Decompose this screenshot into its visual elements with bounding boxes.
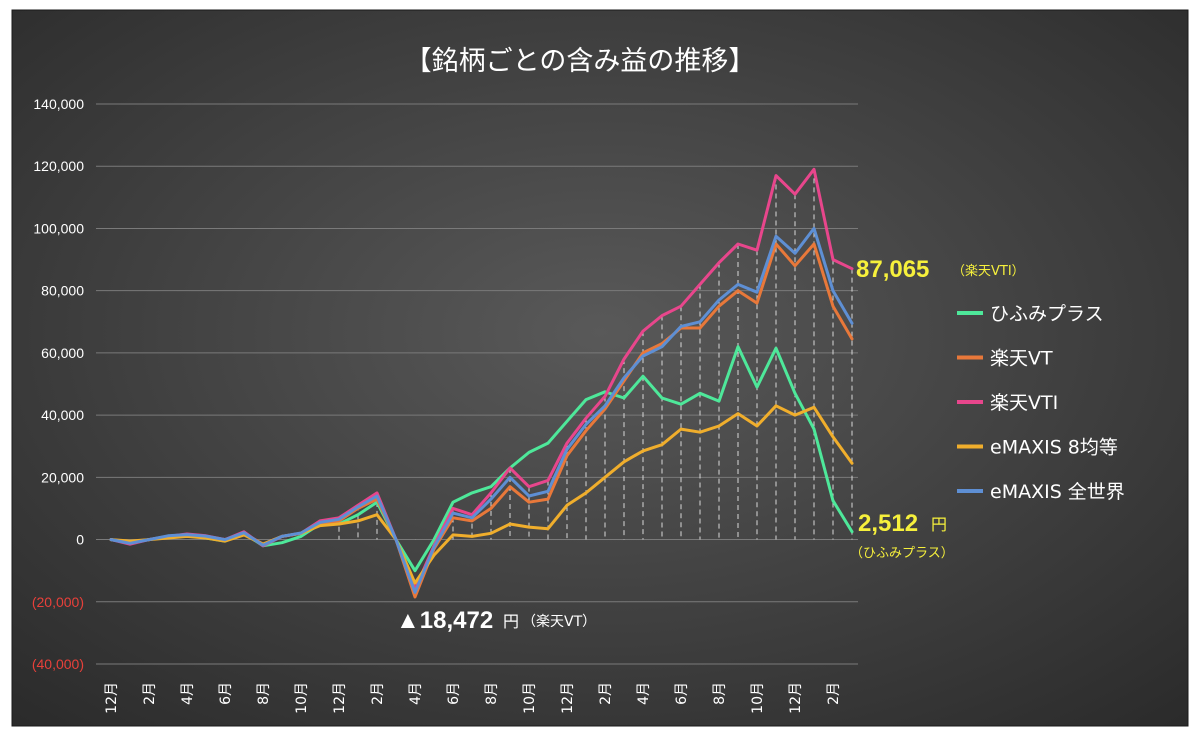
annotation-trough: ▲18,472 円 （楽天VT）	[396, 607, 596, 634]
x-tick-label: 2月	[142, 682, 158, 705]
x-tick-label: 4月	[180, 682, 196, 705]
annotation-min-unit: 円	[931, 515, 947, 534]
x-tick-label: 10月	[294, 682, 310, 714]
x-tick-label: 12月	[560, 682, 576, 714]
series-line	[109, 404, 854, 585]
x-tick-label: 12月	[788, 682, 804, 714]
y-tick-label: (20,000)	[32, 594, 84, 610]
annotation-min-note: （ひふみプラス）	[850, 546, 954, 561]
x-tick-label: 10月	[750, 682, 766, 714]
x-tick-label: 4月	[408, 682, 424, 705]
x-tick-label: 10月	[522, 682, 538, 714]
annotation-max: 87,065 （楽天VTI）	[856, 256, 1025, 283]
annotation-min-value: 2,512	[858, 510, 918, 537]
annotation-trough-note: （楽天VT）	[522, 614, 596, 630]
y-tick-label: 120,000	[33, 158, 84, 174]
y-tick-label: 0	[76, 532, 84, 548]
y-tick-label: (40,000)	[32, 656, 84, 672]
legend-label: ひふみプラス	[990, 303, 1104, 325]
x-tick-label: 2月	[826, 682, 842, 705]
legend-label: eMAXIS 全世界	[990, 481, 1125, 503]
y-tick-label: 60,000	[41, 345, 84, 361]
gridlines	[96, 103, 858, 665]
legend-label: 楽天VTI	[990, 392, 1058, 414]
x-tick-label: 4月	[636, 682, 652, 705]
x-tick-label: 6月	[446, 682, 462, 705]
x-tick-label: 8月	[484, 682, 500, 705]
chart-title: 【銘柄ごとの含み益の推移】	[405, 46, 756, 77]
x-tick-label: 8月	[712, 682, 728, 705]
x-tick-label: 6月	[218, 682, 234, 705]
series-lines	[109, 167, 854, 599]
series-line	[109, 226, 854, 594]
x-tick-label: 12月	[104, 682, 120, 714]
annotation-trough-unit: 円	[503, 612, 519, 631]
legend-label: 楽天VT	[990, 348, 1053, 370]
y-tick-label: 80,000	[41, 283, 84, 299]
x-tick-label: 2月	[598, 682, 614, 705]
y-tick-label: 20,000	[41, 469, 84, 485]
annotation-max-note: （楽天VTI）	[952, 263, 1025, 279]
legend-label: eMAXIS 8均等	[990, 437, 1118, 459]
y-tick-label: 40,000	[41, 407, 84, 423]
y-tick-label: 100,000	[33, 220, 84, 236]
x-tick-label: 12月	[332, 682, 348, 714]
x-tick-label: 8月	[256, 682, 272, 705]
y-axis-ticks: 140,000 120,000 100,000 80,000 60,000 40,000 2…	[32, 96, 84, 672]
x-tick-label: 2月	[370, 682, 386, 705]
chart-background	[11, 9, 1189, 727]
x-tick-label: 6月	[674, 682, 690, 705]
y-tick-label: 140,000	[33, 96, 84, 112]
annotation-max-value: 87,065	[856, 256, 929, 283]
annotation-trough-value: ▲18,472	[396, 607, 493, 634]
annotation-min: 2,512 円 （ひふみプラス）	[850, 510, 954, 561]
x-axis-ticks: 12月 2月 4月 6月 8月 10月 12月 2月 4月 6月 8月 10月 12月 2月 4月 6月 8月 1…	[104, 682, 842, 714]
